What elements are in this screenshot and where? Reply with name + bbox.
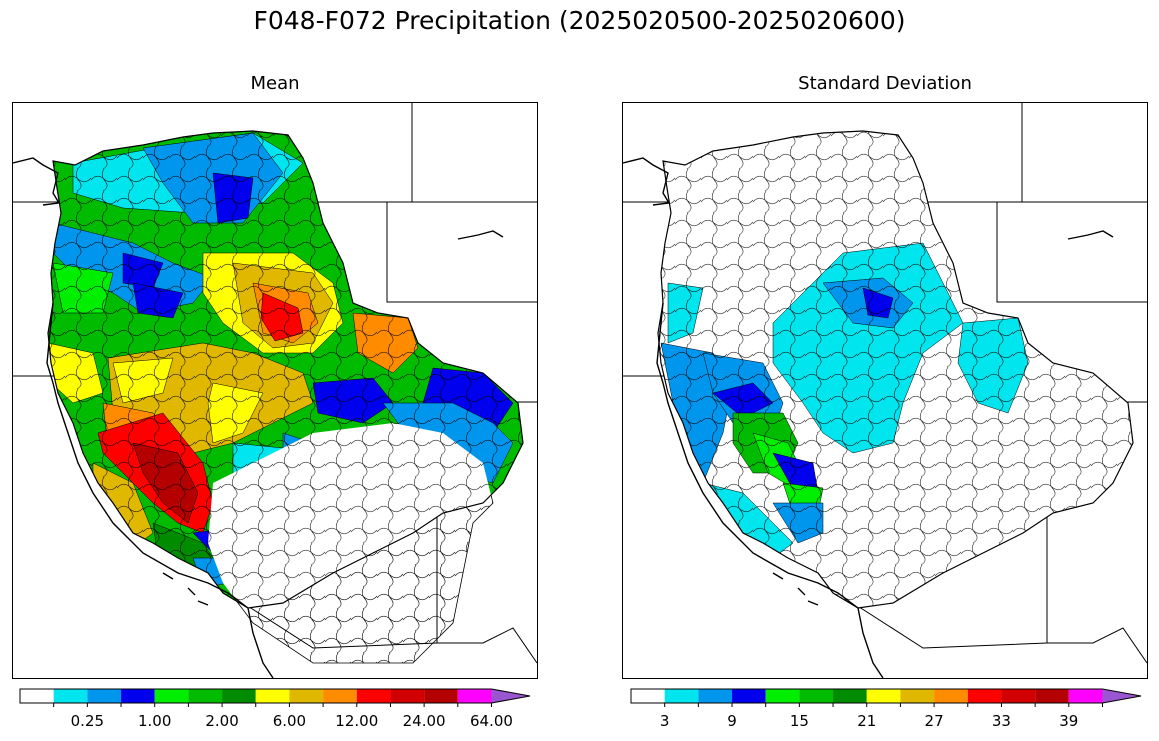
- std-colorbar-swatch: [1068, 689, 1103, 703]
- mean-colorbar-swatch: [188, 689, 223, 703]
- mean-colorbar-swatch: [87, 689, 122, 703]
- std-colorbar-tick-label: 33: [991, 712, 1011, 730]
- std-colorbar-swatch: [799, 689, 834, 703]
- std-colorbar-outline: [630, 688, 1142, 704]
- mean-colorbar-tick-label: 1.00: [138, 712, 172, 730]
- std-coastline: [623, 157, 1114, 678]
- mean-colorbar-swatch: [323, 689, 357, 703]
- std-colorbar-swatch: [664, 689, 699, 703]
- mean-colorbar-svg: [19, 688, 531, 707]
- std-colorbar-tick-label: 21: [857, 712, 877, 730]
- mean-colorbar-swatch: [457, 689, 492, 703]
- std-colorbar-swatch: [1001, 689, 1036, 703]
- mean-colorbar-swatch: [222, 689, 256, 703]
- std-colorbar-swatch: [967, 689, 1002, 703]
- mean-colorbar-swatch: [356, 689, 391, 703]
- figure-title: F048-F072 Precipitation (2025020500-2025…: [253, 6, 906, 35]
- std-colorbar-tick-label: 15: [789, 712, 809, 730]
- std-colorbar-swatch: [1035, 689, 1069, 703]
- std-colorbar-swatch: [732, 689, 766, 703]
- mean-colorbar-tick-label: 2.00: [205, 712, 239, 730]
- mean-colorbar-swatch: [491, 689, 530, 703]
- std-colorbar-swatch: [765, 689, 800, 703]
- mean-map-svg: [13, 103, 537, 678]
- mean-colorbar-swatch: [390, 689, 425, 703]
- std-colorbar-swatch: [934, 689, 968, 703]
- mean-colorbar-swatch: [424, 689, 458, 703]
- std-colorbar-swatch: [1102, 689, 1141, 703]
- mean-colorbar-tick-label: 0.25: [70, 712, 105, 730]
- std-colorbar-tick-label: 3: [659, 712, 670, 730]
- mean-coastline: [13, 157, 504, 678]
- mean-colorbar-outline: [19, 688, 531, 704]
- mean-colorbar-swatch: [154, 689, 189, 703]
- mean-panel-title: Mean: [250, 73, 300, 94]
- mean-colorbar-swatch: [289, 689, 324, 703]
- mean-colorbar-swatch: [255, 689, 290, 703]
- std-colorbar-tick-label: 39: [1059, 712, 1079, 730]
- mean-colorbar-tick-label: 24.00: [402, 712, 446, 730]
- std-colorbar-ticks: 3 9 15 21 27 33 39: [631, 712, 1141, 732]
- mean-colorbar-swatch: [20, 689, 54, 703]
- std-colorbar-swatch: [866, 689, 901, 703]
- std-colorbar-swatch: [631, 689, 665, 703]
- std-map: [622, 102, 1148, 679]
- mean-colorbar-swatch: [121, 689, 155, 703]
- std-colorbar-swatch: [698, 689, 733, 703]
- mean-colorbar-swatch: [53, 689, 88, 703]
- std-colorbar-svg: [630, 688, 1142, 707]
- std-colorbar-tick-label: 9: [727, 712, 737, 730]
- mean-colorbar-tick-label: 64.00: [469, 712, 513, 730]
- mean-colorbar: [19, 688, 531, 707]
- std-colorbar: [630, 688, 1142, 707]
- std-colorbar-tick-label: 27: [924, 712, 944, 730]
- std-colorbar-swatch: [833, 689, 867, 703]
- std-panel-title: Standard Deviation: [798, 73, 972, 94]
- std-map-svg: [623, 103, 1147, 678]
- mean-colorbar-tick-label: 6.00: [272, 712, 307, 730]
- mean-colorbar-ticks: 0.25 1.00 2.00 6.00 12.00 24.00 64.00: [20, 712, 530, 732]
- mean-colorbar-tick-label: 12.00: [335, 712, 379, 730]
- std-colorbar-swatch: [900, 689, 935, 703]
- mean-map: [12, 102, 538, 679]
